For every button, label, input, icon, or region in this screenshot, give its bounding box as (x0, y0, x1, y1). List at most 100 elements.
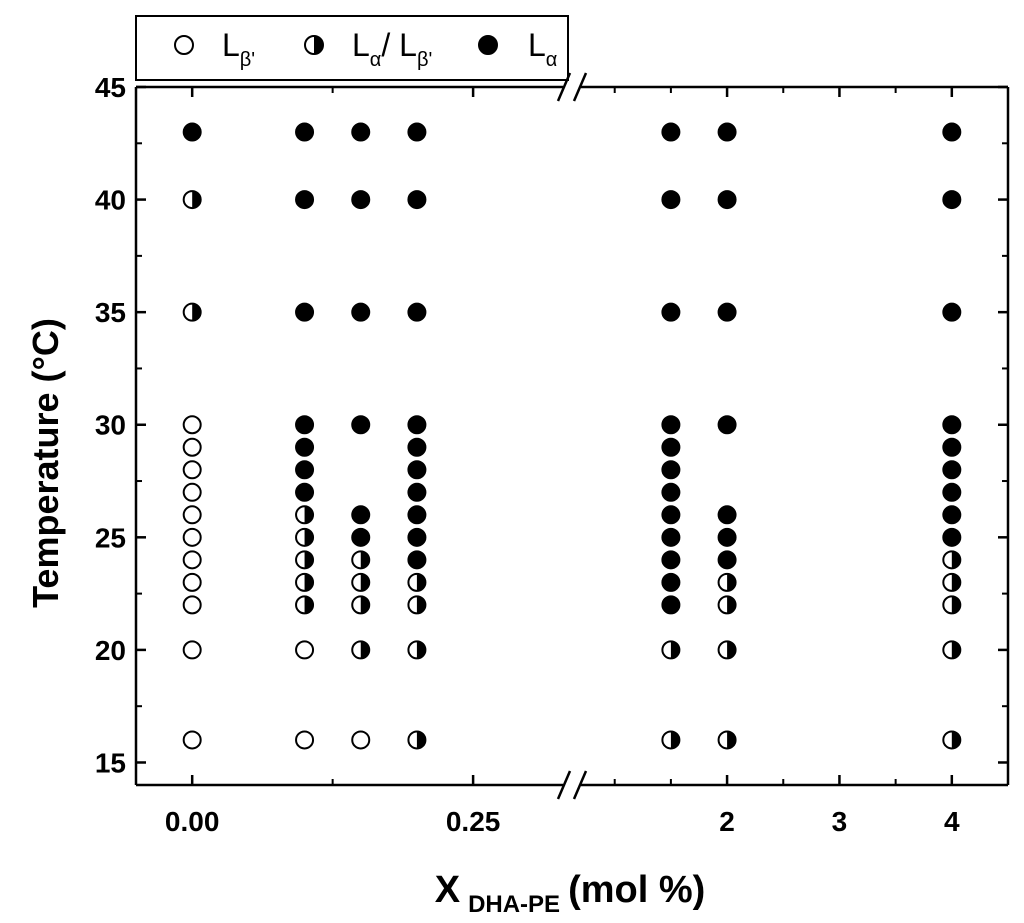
point-filled (661, 527, 681, 547)
point-half (182, 190, 202, 210)
point-filled (407, 550, 427, 570)
point-filled (295, 460, 315, 480)
point-half (351, 640, 371, 660)
x-axis-title: X DHA-PE (mol %) (435, 869, 706, 918)
point-filled (717, 527, 737, 547)
x-axis-title-sub: DHA-PE (468, 891, 560, 918)
point-half (717, 640, 737, 660)
point-filled (661, 415, 681, 435)
point-half (295, 572, 315, 592)
legend-label-lalpha: L (528, 27, 546, 63)
point-filled (407, 505, 427, 525)
point-half (717, 595, 737, 615)
point-open (182, 730, 202, 750)
point-open (182, 482, 202, 502)
legend: Lβ' Lα/ Lβ' Lα (135, 15, 569, 81)
point-filled (407, 122, 427, 142)
point-open (182, 505, 202, 525)
legend-sep: / (381, 27, 399, 63)
legend-item-mixed: Lα/ Lβ' (304, 27, 432, 71)
point-half (351, 550, 371, 570)
point-filled (407, 302, 427, 322)
x-tick-label: 3 (832, 806, 848, 837)
point-filled (942, 460, 962, 480)
point-filled (942, 505, 962, 525)
point-filled (351, 302, 371, 322)
point-open (182, 640, 202, 660)
x-tick-label: 0.00 (165, 806, 220, 837)
svg-text:Lα: Lα (528, 27, 557, 71)
svg-text:Lβ': Lβ' (222, 27, 255, 71)
point-filled (661, 302, 681, 322)
point-open (351, 730, 371, 750)
point-filled (717, 190, 737, 210)
point-filled (661, 505, 681, 525)
point-filled (182, 122, 202, 142)
legend-sub-lalpha-a: α (370, 49, 382, 71)
point-filled (661, 482, 681, 502)
y-tick-label: 35 (95, 297, 126, 328)
x-axis-title-main: X (435, 869, 461, 911)
y-axis: 15 20 25 30 35 40 45 (95, 72, 1008, 778)
x-tick-label: 2 (719, 806, 735, 837)
point-half (407, 595, 427, 615)
point-filled (661, 572, 681, 592)
break-top-2 (572, 72, 588, 102)
x-axis: 0.00 0.25 2 3 4 (165, 87, 960, 837)
point-half (717, 572, 737, 592)
point-filled (661, 595, 681, 615)
point-filled (717, 302, 737, 322)
point-half (942, 730, 962, 750)
point-open (182, 527, 202, 547)
point-filled (351, 415, 371, 435)
point-filled (407, 527, 427, 547)
point-filled (351, 122, 371, 142)
point-open (295, 730, 315, 750)
point-half (351, 595, 371, 615)
point-filled (407, 482, 427, 502)
legend-label-lbeta-b: L (399, 27, 417, 63)
point-half (942, 640, 962, 660)
point-half (942, 595, 962, 615)
axis-break-marks (556, 72, 588, 800)
point-half (717, 730, 737, 750)
point-filled (295, 122, 315, 142)
point-filled (942, 437, 962, 457)
point-filled (717, 122, 737, 142)
legend-label-lbeta: L (222, 27, 240, 63)
y-tick-label: 45 (95, 72, 126, 103)
point-half (942, 550, 962, 570)
y-tick-label: 30 (95, 410, 126, 441)
point-open (182, 550, 202, 570)
point-half (942, 572, 962, 592)
point-filled (717, 415, 737, 435)
y-tick-label: 15 (95, 747, 126, 778)
svg-text:Lα/ Lβ': Lα/ Lβ' (352, 27, 432, 71)
break-bottom-1 (556, 770, 572, 800)
point-half (351, 572, 371, 592)
y-axis-title: Temperature (°C) (25, 318, 66, 608)
point-filled (942, 302, 962, 322)
point-filled (942, 415, 962, 435)
break-top-1 (556, 72, 572, 102)
legend-sub-lbeta-b: β' (417, 49, 432, 71)
point-filled (295, 437, 315, 457)
point-filled (351, 505, 371, 525)
x-axis-title-suffix: (mol %) (568, 869, 705, 911)
point-half (661, 730, 681, 750)
point-open (182, 415, 202, 435)
legend-item-lalpha: Lα (478, 27, 557, 71)
point-open (182, 572, 202, 592)
point-filled (407, 460, 427, 480)
y-tick-label: 25 (95, 522, 126, 553)
point-filled (717, 505, 737, 525)
point-half (295, 595, 315, 615)
x-tick-label: 0.25 (446, 806, 501, 837)
point-filled (942, 122, 962, 142)
point-filled (661, 460, 681, 480)
point-filled (295, 415, 315, 435)
point-filled (295, 302, 315, 322)
point-half (407, 730, 427, 750)
point-filled (295, 190, 315, 210)
